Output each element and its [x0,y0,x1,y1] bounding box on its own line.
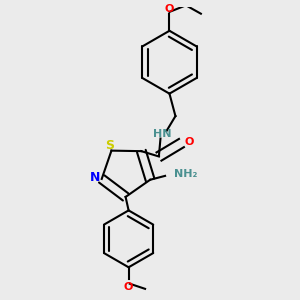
Text: NH₂: NH₂ [174,169,197,179]
Text: O: O [184,136,194,146]
Text: N: N [90,171,100,184]
Text: O: O [165,4,174,14]
Text: S: S [106,139,115,152]
Text: HN: HN [153,129,171,139]
Text: O: O [124,282,133,292]
